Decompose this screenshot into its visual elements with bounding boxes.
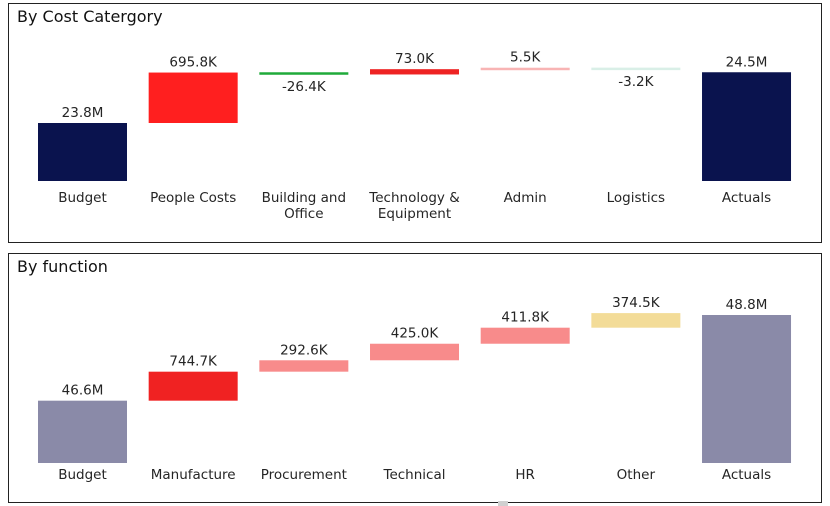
category-label: Other [617,467,656,483]
scroll-indicator[interactable] [498,501,508,506]
bar-hr[interactable] [480,327,570,344]
bar-technology-equipment[interactable] [370,69,460,75]
data-label: 73.0K [395,51,435,67]
data-label: 23.8M [62,105,104,121]
category-label: Actuals [722,190,771,206]
data-label: 5.5K [510,50,541,66]
data-label: -3.2K [618,74,654,90]
bar-actuals[interactable] [702,315,792,463]
chart-title: By Cost Catergory [17,7,163,26]
function-waterfall-chart: 46.6M Budget 744.7K Manufacture 292.6K Procur… [38,295,792,483]
bar-people-costs[interactable] [148,72,238,123]
category-label: Admin [504,190,547,206]
category-label: Procurement [261,467,347,483]
data-label: -26.4K [282,79,327,95]
category-label: Manufacture [151,467,236,483]
category-label: Budget [58,467,107,483]
category-label: Technology & Equipment [368,190,460,222]
data-label: 374.5K [612,295,661,311]
cost-category-waterfall-chart: 23.8M Budget 695.8K People Costs -26.4K Build… [38,50,792,222]
bar-admin[interactable] [480,67,570,71]
bar-actuals[interactable] [702,72,792,181]
chart-title: By function [17,257,108,276]
bar-manufacture[interactable] [148,371,238,401]
cost-category-panel: By Cost Catergory 23.8M Budget 695.8K Peopl… [8,3,822,243]
bar-technical[interactable] [370,343,460,361]
data-label: 695.8K [169,55,218,71]
data-label: 48.8M [726,297,768,313]
data-label: 46.6M [62,383,104,399]
data-label: 411.8K [501,310,550,326]
category-label: Actuals [722,467,771,483]
bar-other[interactable] [591,313,681,328]
data-label: 744.7K [169,354,218,370]
category-label: Building and Office [262,190,346,222]
bar-budget[interactable] [38,400,127,463]
data-label: 24.5M [726,54,768,70]
data-label: 425.0K [391,326,440,342]
bar-logistics[interactable] [591,67,681,71]
category-label: Logistics [607,190,665,206]
bar-building-and-office[interactable] [259,72,349,75]
category-label: HR [515,467,535,483]
bar-budget[interactable] [38,123,127,181]
bar-procurement[interactable] [259,360,349,372]
function-panel: By function 46.6M Budget 744.7K Manufacture… [8,253,822,503]
category-label: Budget [58,190,107,206]
category-label: Technical [383,467,446,483]
data-label: 292.6K [280,342,329,358]
category-label: People Costs [150,190,236,206]
